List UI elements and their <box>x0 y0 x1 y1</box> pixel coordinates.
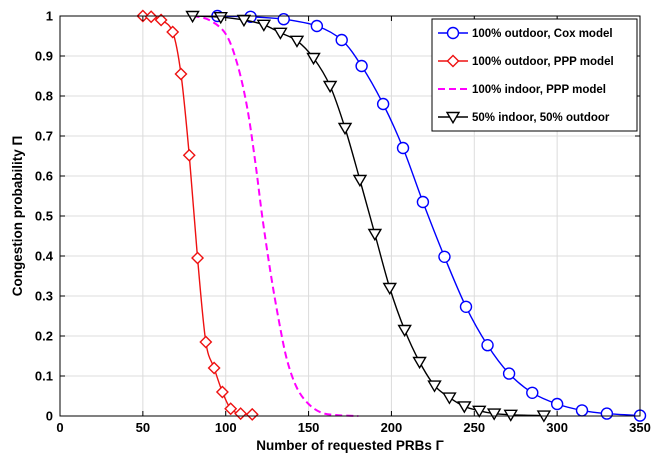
data-point-marker <box>503 409 518 422</box>
y-tick-label: 0.3 <box>35 289 53 304</box>
legend-entry: 50% indoor, 50% outdoor <box>438 111 610 125</box>
y-tick-label: 0.4 <box>35 249 54 264</box>
data-point-marker <box>289 35 305 48</box>
data-point-marker <box>277 13 290 26</box>
data-point-marker <box>144 10 158 24</box>
data-point-marker <box>396 141 410 155</box>
legend-label: 50% indoor, 50% outdoor <box>472 112 610 124</box>
x-tick-label: 100 <box>215 420 237 435</box>
x-tick-label: 200 <box>381 420 403 435</box>
legend-marker <box>446 26 460 40</box>
y-tick-label: 0.5 <box>35 209 53 224</box>
legend-label: 100% indoor, PPP model <box>472 84 606 96</box>
data-point-marker <box>416 195 430 209</box>
data-point-marker <box>310 19 324 33</box>
data-point-marker <box>367 228 383 242</box>
data-point-marker <box>397 324 412 338</box>
x-tick-label: 250 <box>463 420 485 435</box>
x-tick-label: 350 <box>629 420 651 435</box>
x-tick-label: 0 <box>56 420 63 435</box>
legend-entry: 100% outdoor, Cox model <box>438 26 613 40</box>
tick-labels: 0 50 100 150 200 250 300 350 0 0.1 0.2 0.3 0.4 0.5 0.6… <box>35 9 651 436</box>
data-point-marker <box>256 19 272 32</box>
y-tick-label: 0 <box>46 409 53 424</box>
data-point-marker <box>550 397 564 411</box>
series-2 <box>136 9 259 421</box>
y-tick-label: 0.7 <box>35 129 53 144</box>
data-point-marker <box>382 282 397 296</box>
data-point-marker <box>215 385 229 399</box>
data-point-marker <box>438 250 451 263</box>
data-point-marker <box>502 367 516 380</box>
y-tick-label: 0.9 <box>35 49 53 64</box>
y-tick-label: 0.6 <box>35 169 53 184</box>
legend-marker <box>445 111 461 125</box>
x-tick-label: 50 <box>136 420 150 435</box>
data-point-marker <box>322 80 338 94</box>
data-point-marker <box>245 407 259 421</box>
legend-label: 100% outdoor, Cox model <box>472 28 613 40</box>
data-point-marker <box>600 407 614 420</box>
data-point-marker <box>154 13 168 27</box>
series-3 <box>192 15 359 417</box>
data-point-marker <box>335 33 348 47</box>
legend-entry: 100% indoor, PPP model <box>438 84 606 96</box>
data-point-marker <box>355 59 368 73</box>
data-point-marker <box>412 356 427 370</box>
data-point-marker <box>457 401 472 414</box>
data-point-marker <box>207 361 221 375</box>
y-axis-label: Congestion probability Π <box>10 136 25 297</box>
data-point-marker <box>174 67 188 81</box>
data-point-marker <box>224 402 238 416</box>
y-tick-label: 0.8 <box>35 89 53 104</box>
x-tick-label: 150 <box>298 420 320 435</box>
series-line <box>192 15 359 417</box>
data-point-marker <box>486 408 502 421</box>
y-tick-label: 1 <box>46 9 53 24</box>
data-point-marker <box>306 52 321 66</box>
data-point-marker <box>427 380 442 393</box>
legend-label: 100% outdoor, PPP model <box>472 56 614 68</box>
data-point-marker <box>481 339 494 352</box>
data-point-marker <box>185 10 200 24</box>
data-point-marker <box>575 404 589 417</box>
data-point-marker <box>182 148 196 162</box>
data-point-marker <box>166 25 180 39</box>
data-point-marker <box>352 174 368 188</box>
legend-marker <box>446 54 460 68</box>
y-tick-label: 0.1 <box>35 369 53 384</box>
data-point-marker <box>472 405 487 418</box>
x-tick-label: 300 <box>546 420 568 435</box>
data-point-marker <box>199 335 213 349</box>
legend-entry: 100% outdoor, PPP model <box>438 54 614 68</box>
data-point-marker <box>526 386 539 399</box>
data-point-marker <box>273 27 288 40</box>
data-point-marker <box>337 122 353 136</box>
legend: 100% outdoor, Cox model 100% outdoor, PPP… <box>431 18 638 132</box>
data-point-marker <box>191 251 205 265</box>
x-axis-label: Number of requested PRBs Γ <box>256 438 443 453</box>
y-tick-label: 0.2 <box>35 329 53 344</box>
data-point-marker <box>459 300 473 313</box>
data-point-marker <box>442 392 457 405</box>
legend-box <box>431 18 638 132</box>
data-point-marker <box>376 97 390 111</box>
data-point-marker <box>213 11 228 25</box>
